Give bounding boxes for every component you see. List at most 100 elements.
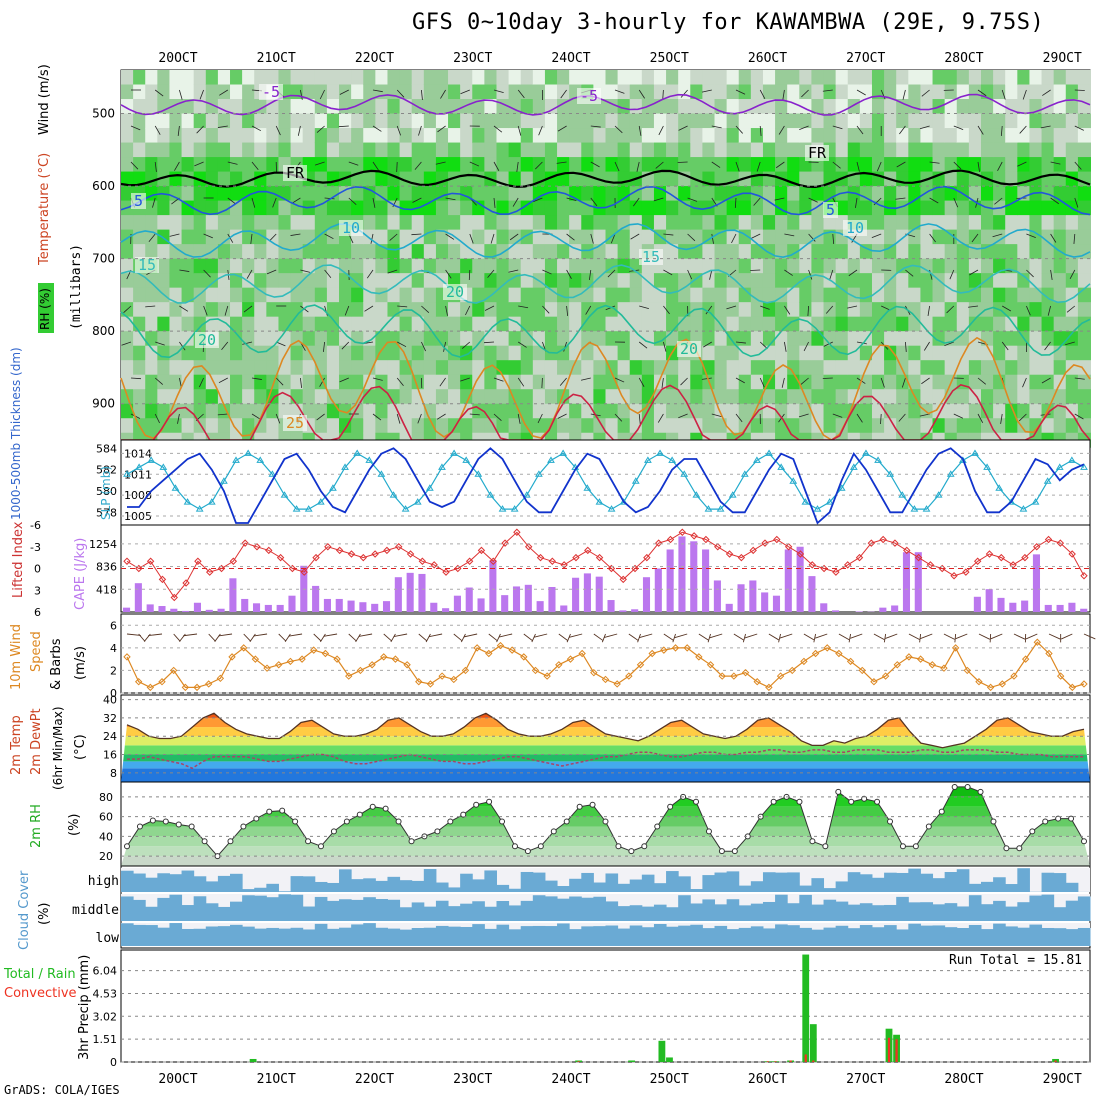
rh-cell (399, 316, 413, 332)
rh-cell (181, 389, 195, 405)
cape-bar (406, 572, 414, 612)
rh-cell (121, 258, 135, 274)
rh-cell (472, 99, 486, 115)
precip-convective-bar (774, 1061, 777, 1062)
rh-cell (581, 345, 595, 361)
rh-cell (387, 113, 401, 129)
lifted-index-point (973, 557, 982, 565)
wind-barb (461, 341, 471, 349)
wind-barb (657, 413, 664, 423)
rh-cell (230, 186, 244, 202)
rh-cell (423, 287, 437, 303)
rh-cell (181, 128, 195, 144)
rh-cell (968, 273, 982, 289)
rh-cell (653, 171, 668, 187)
rh-cell (472, 360, 486, 376)
rh-cell (714, 186, 728, 202)
wind10-label-3: & Barbs (49, 638, 64, 690)
wind-barb (784, 305, 791, 315)
slp-point (123, 470, 131, 477)
rh-cell (363, 84, 377, 100)
rh-cell (641, 70, 655, 86)
rh-cell (726, 389, 740, 405)
cloud-bar (750, 881, 764, 892)
rh-cell (871, 287, 886, 303)
rh-cell (605, 316, 619, 332)
rh-cell (641, 186, 655, 202)
cloud-bar (799, 927, 812, 946)
wind-barb (272, 197, 277, 208)
precip-total-bar (802, 954, 810, 1062)
rh2m-point (136, 823, 143, 830)
rh-cell (775, 142, 789, 158)
cloud-bar (847, 928, 861, 946)
rh2m-point (305, 838, 312, 845)
rh-cell (290, 316, 304, 332)
rh-cell (411, 186, 425, 202)
wind-barb (316, 125, 325, 133)
rh2m-point (1068, 815, 1075, 822)
lifted-index-point (1033, 543, 1041, 551)
rh-cell (230, 258, 244, 274)
rh-cell (399, 113, 413, 129)
rh-cell (678, 142, 692, 158)
rh-cell (605, 418, 619, 434)
rh-cell (605, 186, 619, 202)
rh-cell (666, 113, 680, 129)
wind10-barb (320, 633, 326, 643)
rh-cell (520, 99, 534, 115)
wind-barb (953, 413, 964, 419)
lifted-index-point (454, 564, 462, 573)
rh-cell (702, 84, 716, 100)
rh-cell (254, 302, 268, 318)
wind-barb (1073, 233, 1076, 244)
contour-label-bg (283, 165, 307, 181)
slp-point (401, 505, 410, 512)
rh-cell (1053, 200, 1067, 216)
rh-cell (472, 157, 486, 173)
rh-cell (835, 389, 849, 405)
rh-cell (472, 70, 486, 86)
cloud-bar (908, 923, 921, 946)
rh-cell (423, 418, 437, 434)
rh-cell (217, 287, 232, 303)
slp-point (668, 456, 677, 463)
cape-bar (1080, 608, 1088, 612)
rh-cell (993, 287, 1007, 303)
rh-cell (666, 287, 680, 303)
rh-cell (339, 273, 353, 289)
rh-cell (326, 128, 341, 144)
rh2m-point (188, 823, 195, 830)
rh-cell (1077, 258, 1091, 274)
cape-bar (902, 552, 911, 612)
rh-cell (581, 273, 595, 289)
rh-cell (859, 244, 873, 260)
slp-point (934, 491, 943, 498)
cloud-bar (993, 900, 1006, 921)
rh-cell (993, 403, 1007, 419)
rh-cell (871, 418, 886, 434)
rh-cell (169, 302, 183, 318)
wind10-point (566, 655, 575, 663)
rh-cell (823, 99, 837, 115)
rh-cell (423, 113, 437, 129)
cloud-bar (871, 877, 885, 892)
cloud-bar (472, 924, 485, 946)
rh-cell (738, 331, 752, 347)
rh-cell (133, 113, 147, 129)
rh-cell (230, 345, 244, 361)
rh-cell (896, 389, 910, 405)
rh-cell (532, 142, 546, 158)
rh-cell (339, 244, 353, 260)
rh-cell (314, 200, 328, 216)
cloud-bar (290, 894, 304, 921)
rh-cell (932, 200, 946, 216)
wind-barb (518, 305, 529, 309)
precip-total-bar (666, 1057, 673, 1062)
rh-cell (738, 258, 752, 274)
cape-bar (1044, 604, 1052, 612)
rh-cell (217, 157, 232, 173)
cloud-bar (230, 901, 243, 921)
wind-barb (680, 377, 688, 386)
wind-barb (1066, 305, 1076, 313)
